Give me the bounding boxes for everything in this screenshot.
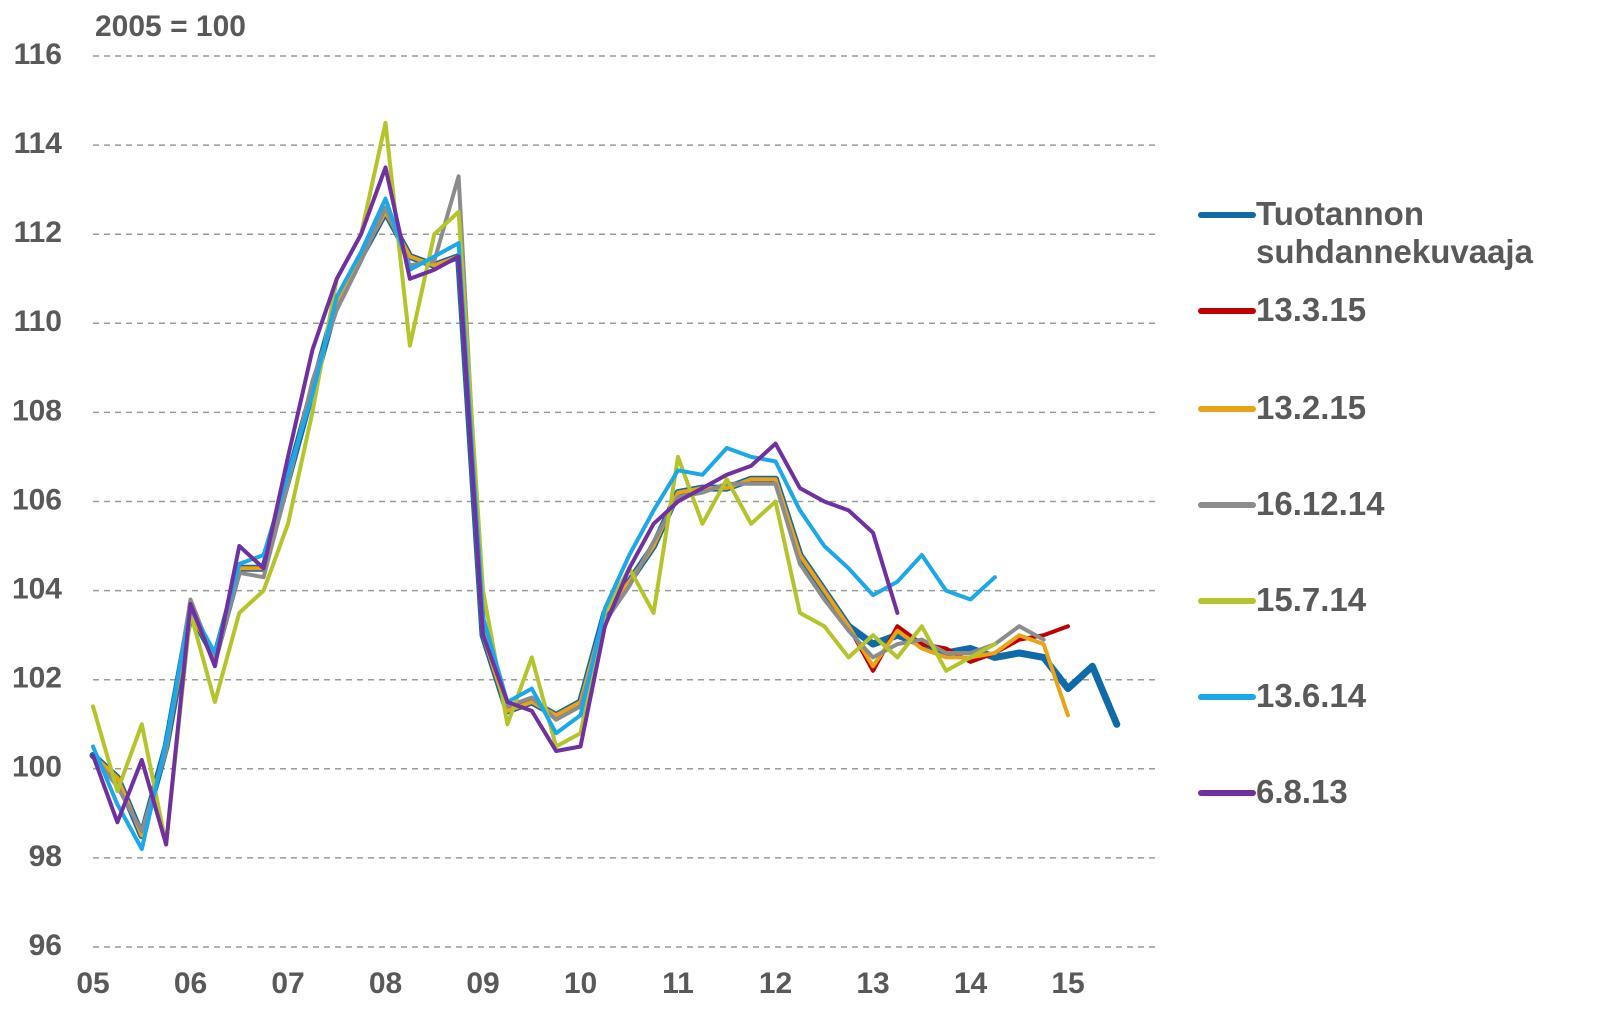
legend-item: 15.7.14 [1198, 581, 1556, 619]
legend-swatch [1198, 308, 1256, 314]
y-tick-label: 116 [14, 38, 62, 71]
y-tick-label: 100 [12, 751, 62, 784]
x-tick-label: 06 [174, 967, 207, 1000]
legend-swatch [1198, 212, 1256, 218]
legend-swatch [1198, 598, 1256, 604]
legend-item: 16.12.14 [1198, 485, 1556, 523]
y-tick-label: 112 [14, 216, 62, 249]
x-tick-label: 12 [759, 967, 792, 1000]
y-tick-label: 102 [12, 662, 62, 695]
legend-swatch [1198, 790, 1256, 796]
x-tick-label: 14 [954, 967, 988, 1000]
x-tick-label: 09 [466, 967, 499, 1000]
x-tick-label: 11 [662, 967, 694, 1000]
y-tick-label: 106 [12, 483, 62, 516]
legend-item: 13.3.15 [1198, 291, 1556, 329]
legend-label: 16.12.14 [1256, 485, 1385, 522]
legend-item: Tuotannon suhdannekuvaaja [1198, 195, 1556, 271]
series-line [91, 120, 997, 847]
y-tick-label: 108 [12, 394, 62, 427]
x-tick-label: 10 [564, 967, 597, 1000]
x-tick-label: 05 [76, 967, 109, 1000]
x-tick-label: 15 [1051, 967, 1084, 1000]
legend-label: 13.3.15 [1256, 291, 1367, 328]
x-tick-label: 07 [271, 967, 304, 1000]
legend-swatch [1198, 406, 1256, 412]
legend-item: 13.2.15 [1198, 389, 1556, 427]
legend-label: Tuotannon suhdannekuvaaja [1256, 195, 1533, 270]
series-line [89, 208, 1121, 840]
legend-item: 13.6.14 [1198, 677, 1556, 715]
y-axis-unit: 2005 = 100 [95, 10, 246, 43]
legend-label: 15.7.14 [1256, 581, 1367, 618]
legend-item: 6.8.13 [1198, 773, 1556, 811]
y-tick-label: 110 [14, 305, 62, 338]
series-line [91, 165, 900, 847]
x-tick-label: 13 [856, 967, 889, 1000]
y-tick-label: 114 [14, 127, 63, 160]
legend-swatch [1198, 694, 1256, 700]
y-tick-label: 104 [12, 573, 62, 606]
series-line [91, 196, 997, 851]
legend-label: 13.6.14 [1256, 677, 1367, 714]
legend-swatch [1198, 502, 1256, 508]
series-line [91, 174, 1046, 834]
y-tick-label: 96 [29, 929, 62, 962]
legend-label: 6.8.13 [1256, 773, 1348, 810]
x-tick-label: 08 [369, 967, 402, 1000]
legend-label: 13.2.15 [1256, 389, 1367, 426]
y-tick-label: 98 [29, 840, 62, 873]
